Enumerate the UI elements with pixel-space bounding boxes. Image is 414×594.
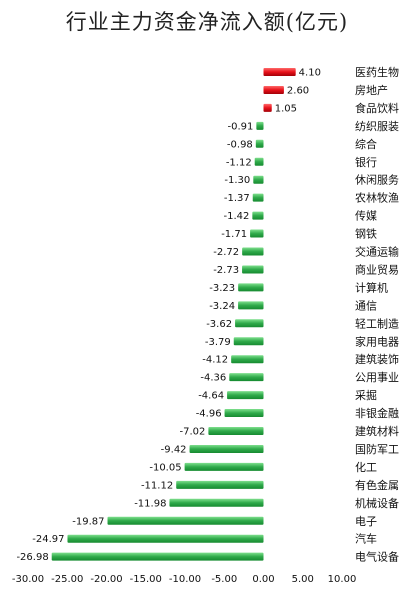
bar <box>242 247 264 256</box>
bar <box>184 462 264 471</box>
category-label: 公用事业 <box>355 371 399 384</box>
category-label: 国防军工 <box>355 442 399 456</box>
bar <box>233 337 264 346</box>
bar <box>250 229 264 238</box>
category-label: 农林牧渔 <box>355 191 399 205</box>
data-label: -26.98 <box>16 552 48 563</box>
data-label: -2.72 <box>213 247 239 258</box>
bar <box>229 373 264 382</box>
category-label: 钢铁 <box>355 228 377 241</box>
bar <box>176 480 264 489</box>
bar <box>242 265 264 274</box>
bar <box>51 552 264 561</box>
category-label: 建筑材料 <box>355 424 399 438</box>
bar <box>107 516 264 525</box>
data-label: -24.97 <box>32 534 64 545</box>
category-label: 有色金属 <box>355 478 399 492</box>
x-tick-label: -15.00 <box>130 574 162 585</box>
category-label: 房地产 <box>355 83 388 97</box>
bar <box>255 139 264 148</box>
category-label: 非银金融 <box>355 406 399 420</box>
bar <box>256 121 264 130</box>
data-label: -11.12 <box>141 480 173 491</box>
data-label: -4.12 <box>202 355 228 366</box>
data-label: -10.05 <box>149 462 181 473</box>
category-label: 纺织服装 <box>355 119 399 133</box>
data-label: -3.23 <box>209 283 235 294</box>
data-label: -11.98 <box>134 498 166 509</box>
x-tick-label: -20.00 <box>90 574 122 585</box>
category-label: 商业贸易 <box>355 262 399 276</box>
category-label: 汽车 <box>355 532 377 546</box>
category-label: 食品饮料 <box>355 101 399 115</box>
bar <box>235 319 264 328</box>
category-label: 交通运输 <box>355 245 399 259</box>
bar <box>254 157 264 166</box>
bar <box>252 193 264 202</box>
category-label: 电子 <box>355 515 377 528</box>
bar <box>224 409 264 418</box>
category-label: 休闲服务 <box>355 173 399 187</box>
x-tick-label: 5.00 <box>292 574 314 585</box>
bar <box>252 211 264 220</box>
data-label: -1.12 <box>226 157 252 168</box>
bar <box>227 391 264 400</box>
bar <box>189 444 264 453</box>
category-label: 医药生物 <box>355 65 399 79</box>
data-label: -2.73 <box>213 265 239 276</box>
data-label: -4.36 <box>200 373 226 384</box>
category-label: 轻工制造 <box>355 316 399 330</box>
bar <box>67 534 264 543</box>
category-label: 建筑装饰 <box>355 352 399 366</box>
category-label: 机械设备 <box>355 496 399 510</box>
data-label: -4.64 <box>198 391 224 402</box>
data-label: -1.71 <box>221 229 247 240</box>
x-tick-label: -25.00 <box>51 574 83 585</box>
data-label: -7.02 <box>180 427 206 438</box>
x-tick-label: 0.00 <box>252 574 274 585</box>
category-label: 采掘 <box>355 388 377 402</box>
x-tick-label: -5.00 <box>211 574 237 585</box>
data-label: -0.91 <box>227 121 253 132</box>
category-label: 银行 <box>355 155 377 169</box>
bar <box>263 68 296 76</box>
category-label: 化工 <box>355 460 377 474</box>
data-label: -19.87 <box>72 516 104 527</box>
chart-title: 行业主力资金净流入额(亿元) <box>65 10 349 34</box>
data-label: -1.42 <box>223 211 249 222</box>
data-label: -1.30 <box>224 175 250 186</box>
data-label: 2.60 <box>287 85 309 96</box>
category-label: 计算机 <box>355 280 388 294</box>
bar <box>231 355 264 364</box>
x-tick-label: -10.00 <box>169 574 201 585</box>
data-label: -3.79 <box>205 337 231 348</box>
category-label: 传媒 <box>355 210 377 223</box>
bar <box>263 85 284 94</box>
bar <box>208 427 264 435</box>
data-label: 4.10 <box>299 68 321 79</box>
bar <box>263 103 272 112</box>
bar <box>238 301 264 310</box>
category-label: 家用电器 <box>355 334 399 348</box>
data-label: -1.37 <box>224 193 250 204</box>
data-label: -3.62 <box>206 319 232 330</box>
data-label: -3.24 <box>209 301 235 312</box>
bar <box>253 175 264 184</box>
data-label: -4.96 <box>196 409 222 420</box>
data-label: -0.98 <box>227 139 253 150</box>
category-label: 电气设备 <box>355 550 399 564</box>
category-label: 通信 <box>355 299 377 312</box>
bar <box>169 498 264 507</box>
data-label: -9.42 <box>161 444 187 455</box>
category-label: 综合 <box>355 137 377 151</box>
bar <box>238 283 264 292</box>
x-tick-label: -30.00 <box>12 574 44 585</box>
data-label: 1.05 <box>275 103 297 114</box>
x-tick-label: 10.00 <box>328 574 357 585</box>
